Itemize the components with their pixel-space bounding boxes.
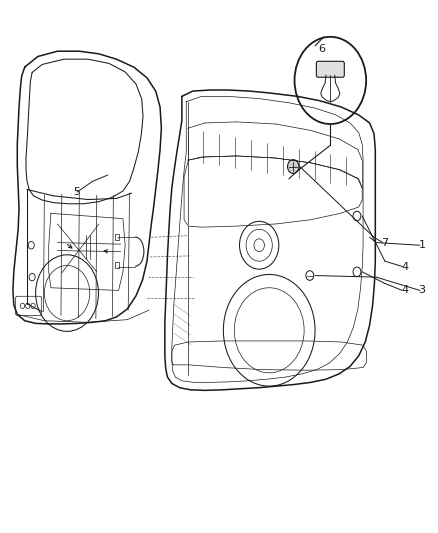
Bar — [115, 233, 120, 240]
Text: 5: 5 — [74, 187, 81, 197]
Text: 7: 7 — [381, 238, 389, 247]
FancyBboxPatch shape — [316, 61, 344, 77]
Text: 3: 3 — [419, 286, 426, 295]
Text: 4: 4 — [401, 262, 408, 271]
Bar — [115, 262, 120, 268]
Circle shape — [288, 160, 299, 173]
Text: 4: 4 — [401, 286, 408, 295]
Text: 1: 1 — [419, 240, 426, 250]
Text: 6: 6 — [318, 44, 325, 53]
